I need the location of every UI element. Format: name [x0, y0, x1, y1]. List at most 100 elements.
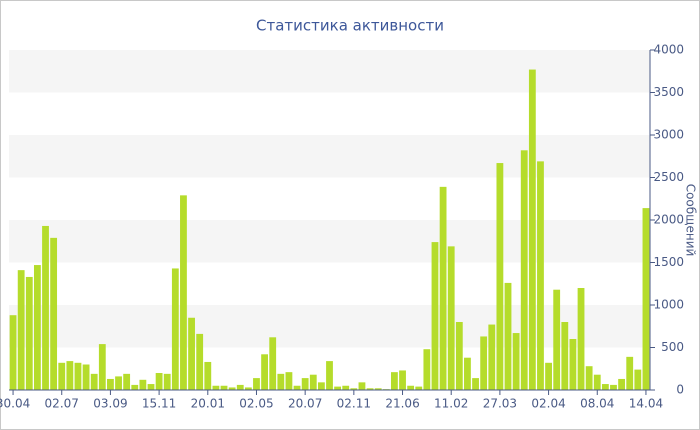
bar	[366, 388, 374, 390]
y-axis-label: Сообщений	[684, 184, 698, 257]
bar	[334, 386, 342, 390]
bar	[74, 362, 82, 390]
bar	[25, 276, 33, 390]
bar	[188, 317, 195, 390]
x-tick-label: 30.04	[0, 397, 30, 411]
bar	[634, 369, 642, 390]
bar	[82, 364, 90, 390]
bar	[642, 208, 650, 390]
x-tick-label: 02.04	[531, 397, 565, 411]
y-tick-label: 1500	[653, 255, 684, 269]
bar	[439, 186, 447, 390]
bar	[131, 384, 139, 390]
bar	[204, 361, 212, 390]
bar	[358, 382, 366, 390]
x-tick-label: 21.06	[385, 397, 419, 411]
bar	[147, 384, 155, 390]
chart-title: Статистика активности	[256, 17, 444, 35]
bar	[212, 385, 220, 390]
bar	[496, 163, 504, 390]
x-tick-label: 11.02	[434, 397, 468, 411]
bar	[220, 385, 228, 390]
bar	[472, 378, 479, 390]
bar	[317, 382, 325, 390]
bar	[391, 372, 398, 390]
bar	[17, 270, 25, 390]
bar	[431, 242, 439, 390]
y-tick-label: 2500	[653, 170, 684, 184]
y-tick-label: 3000	[653, 128, 684, 142]
bar	[236, 384, 244, 390]
bar	[480, 336, 488, 390]
bar	[261, 354, 268, 390]
bar	[504, 282, 512, 390]
bar	[107, 378, 114, 390]
bar	[293, 385, 301, 390]
bar	[115, 376, 122, 390]
bar	[58, 362, 66, 390]
x-tick-label: 20.01	[191, 397, 225, 411]
bar	[561, 322, 569, 390]
bar	[553, 289, 561, 390]
bar	[139, 379, 147, 390]
bar	[301, 378, 309, 390]
bar	[180, 195, 187, 390]
bar	[42, 225, 49, 390]
bar	[350, 388, 358, 390]
x-tick-label: 14.04	[629, 397, 663, 411]
bar	[228, 387, 236, 390]
bar	[407, 385, 415, 390]
bar	[66, 361, 74, 390]
bar	[618, 378, 626, 390]
bar	[374, 388, 382, 390]
bar	[155, 373, 163, 390]
bar	[277, 373, 285, 390]
bar	[33, 265, 41, 390]
x-tick-label: 02.07	[45, 397, 79, 411]
bar	[326, 361, 333, 390]
bar	[98, 344, 106, 390]
y-tick-label: 2000	[653, 213, 684, 227]
bar	[171, 268, 179, 390]
bar	[593, 374, 601, 390]
bar	[50, 237, 58, 390]
bar	[342, 385, 350, 390]
bar	[163, 373, 171, 390]
x-tick-label: 27.03	[483, 397, 517, 411]
bar	[244, 387, 252, 390]
bar	[626, 356, 634, 390]
bar	[415, 386, 423, 390]
x-tick-label: 08.04	[580, 397, 614, 411]
bar	[610, 384, 617, 390]
y-tick-label: 3500	[653, 85, 684, 99]
x-tick-label: 15.11	[142, 397, 176, 411]
bar	[520, 150, 528, 390]
bar	[545, 362, 552, 390]
x-tick-label: 02.11	[337, 397, 371, 411]
bar	[90, 373, 98, 390]
y-tick-label: 4000	[653, 43, 684, 57]
x-tick-label: 20.07	[288, 397, 322, 411]
bar	[537, 161, 544, 390]
y-tick-label: 0	[676, 383, 684, 397]
y-tick-label: 500	[661, 340, 684, 354]
grid-band	[9, 135, 650, 178]
bar	[488, 324, 496, 390]
bar	[196, 333, 204, 390]
bar	[464, 357, 471, 390]
grid-band	[9, 220, 650, 263]
x-tick-label: 03.09	[93, 397, 127, 411]
bar	[309, 374, 317, 390]
bar	[447, 246, 455, 390]
bar	[399, 370, 406, 390]
bar	[455, 322, 463, 390]
bar	[585, 366, 593, 390]
x-tick-label: 02.05	[239, 397, 273, 411]
grid-band	[9, 50, 650, 93]
bar	[601, 384, 609, 390]
bar	[123, 373, 131, 390]
bar	[9, 315, 17, 390]
bar	[577, 288, 585, 390]
bar	[285, 372, 293, 390]
